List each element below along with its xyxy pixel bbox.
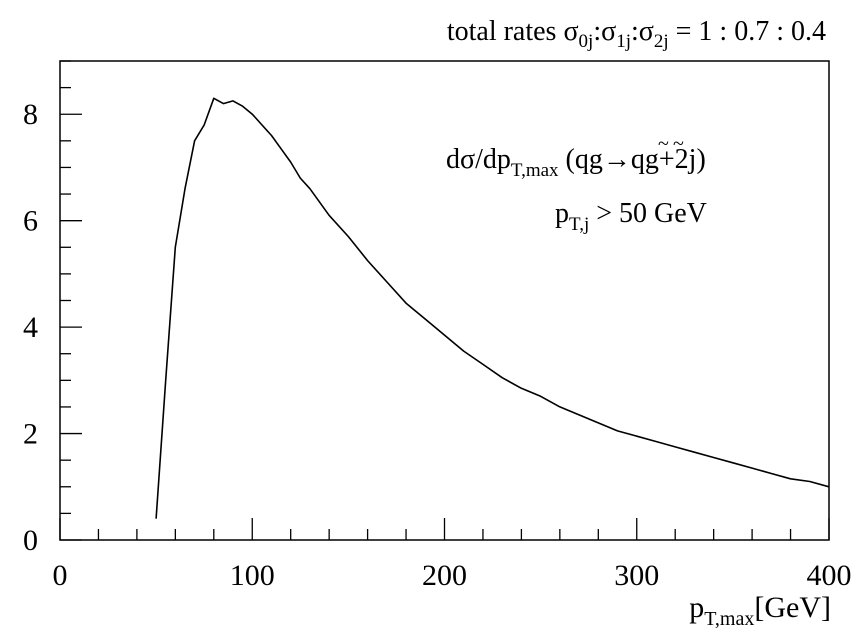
tilde-g: ~: [673, 133, 684, 155]
x-tick-label: 0: [53, 559, 68, 592]
axis-tick-labels: 0 100 200 300 400 0 2 4 6 8: [23, 98, 852, 592]
x-tick-label: 300: [614, 559, 659, 592]
y-tick-label: 0: [23, 524, 38, 557]
y-tick-label: 8: [23, 98, 38, 131]
x-tick-label: 100: [230, 559, 275, 592]
annotation-jet-cut: pT,j > 50 GeV: [555, 198, 707, 235]
tilde-q: ~: [658, 133, 669, 155]
y-tick-label: 4: [23, 311, 38, 344]
plot-frame: [59, 60, 830, 541]
series-line: [155, 97, 830, 519]
y-tick-label: 6: [23, 205, 38, 238]
y-tick-label: 2: [23, 418, 38, 451]
x-tick-label: 200: [422, 559, 467, 592]
x-axis-label: pT,max[GeV]: [689, 591, 831, 630]
x-tick-label: 400: [807, 559, 852, 592]
chart-title: total rates σ0j:σ1j:σ2j = 1 : 0.7 : 0.4: [447, 16, 826, 52]
annotation-cross-section: dσ/dpT,max (qg→qg+2j): [446, 144, 706, 181]
axis-ticks: [59, 60, 830, 541]
